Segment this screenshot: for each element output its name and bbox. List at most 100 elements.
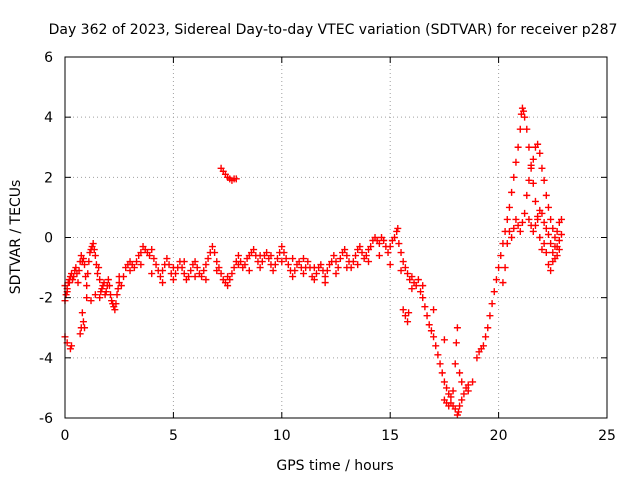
data-point <box>557 230 565 238</box>
data-point <box>527 164 535 172</box>
data-point <box>503 215 511 223</box>
data-point <box>193 264 201 272</box>
data-point <box>534 140 542 148</box>
data-point <box>540 218 548 226</box>
data-point <box>536 149 544 157</box>
data-point <box>112 300 120 308</box>
data-point <box>191 258 199 266</box>
data-point <box>213 258 221 266</box>
data-point <box>273 255 281 263</box>
data-point <box>256 252 264 260</box>
data-point <box>414 276 422 284</box>
data-point <box>531 197 539 205</box>
data-point <box>343 252 351 260</box>
data-point <box>278 243 286 251</box>
data-point <box>497 252 505 260</box>
data-point <box>408 285 416 293</box>
data-point <box>90 246 98 254</box>
data-point <box>343 264 351 272</box>
data-point <box>354 261 362 269</box>
data-point <box>401 264 409 272</box>
data-point <box>289 273 297 281</box>
data-point <box>85 258 93 266</box>
data-point <box>217 270 225 278</box>
data-point <box>499 279 507 287</box>
data-point <box>180 258 188 266</box>
data-point <box>232 175 240 183</box>
data-point <box>397 267 405 275</box>
data-point <box>525 176 533 184</box>
data-point <box>84 270 92 278</box>
data-point <box>529 155 537 163</box>
data-point <box>512 215 520 223</box>
data-point <box>65 279 73 287</box>
data-point <box>514 221 522 229</box>
data-point <box>321 279 329 287</box>
data-point <box>536 234 544 241</box>
data-point <box>202 276 210 284</box>
data-point <box>336 255 344 263</box>
data-point <box>224 282 232 290</box>
data-point <box>516 227 524 235</box>
data-point <box>464 387 472 395</box>
data-point <box>529 179 537 187</box>
y-tick-label: 2 <box>44 170 53 186</box>
data-point <box>395 240 403 248</box>
data-point <box>115 273 123 281</box>
data-point <box>282 255 290 263</box>
data-point <box>399 306 407 314</box>
data-point <box>443 384 451 392</box>
data-point <box>495 264 503 272</box>
data-point <box>341 246 349 254</box>
data-point <box>267 252 275 260</box>
data-point <box>104 276 112 284</box>
series-main-trace <box>61 104 565 419</box>
data-point <box>334 264 342 272</box>
data-point <box>332 270 340 278</box>
x-tick-label: 0 <box>61 428 70 444</box>
data-point <box>520 107 528 115</box>
data-point <box>464 381 472 389</box>
data-point <box>544 203 552 211</box>
data-point <box>469 378 477 386</box>
data-point <box>148 246 156 254</box>
data-point <box>245 267 253 275</box>
data-point <box>380 237 388 245</box>
data-point <box>241 261 249 269</box>
data-point <box>81 261 89 269</box>
data-point <box>430 306 438 314</box>
data-point <box>77 324 85 332</box>
data-point <box>87 297 95 305</box>
data-point <box>113 291 121 299</box>
x-tick-label: 5 <box>169 428 178 444</box>
data-point <box>317 261 325 269</box>
data-point <box>523 191 531 199</box>
data-point <box>419 282 427 290</box>
data-point <box>200 267 208 275</box>
data-point <box>148 270 156 278</box>
data-point <box>234 261 242 269</box>
data-point <box>278 258 286 266</box>
data-point <box>529 227 537 235</box>
data-point <box>544 230 552 238</box>
data-point <box>230 264 238 272</box>
data-point <box>191 273 199 281</box>
data-point <box>102 288 110 296</box>
data-point <box>534 212 542 220</box>
data-point <box>505 203 513 211</box>
data-point <box>159 267 167 275</box>
data-point <box>152 261 160 269</box>
data-point <box>74 279 82 287</box>
data-point <box>460 390 468 398</box>
axis-ticks: 0 5 10 15 20 25 -6 -4 -2 0 2 4 6 <box>39 50 616 444</box>
data-point <box>304 258 312 266</box>
y-tick-label: 4 <box>44 110 53 126</box>
data-point <box>518 218 526 226</box>
data-point <box>549 249 557 257</box>
data-point <box>425 321 433 329</box>
data-point <box>404 270 412 278</box>
data-point <box>490 288 498 296</box>
data-point <box>384 249 392 257</box>
